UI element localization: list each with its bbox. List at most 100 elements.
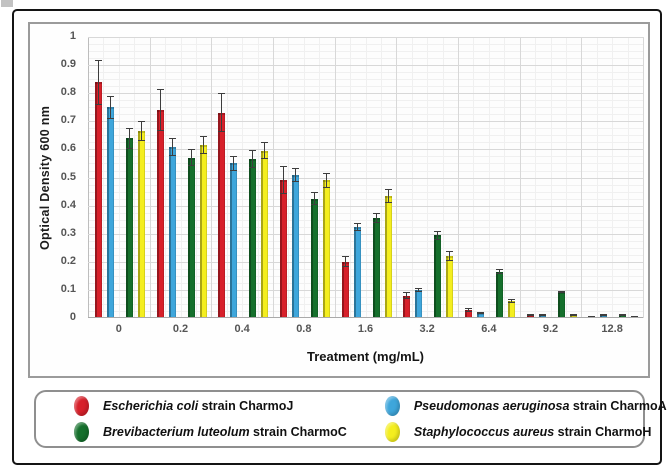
bar-3.2-series3: [446, 256, 454, 318]
bar-0-series1: [107, 107, 114, 318]
error-bar: [465, 308, 472, 312]
error-bar: [280, 166, 287, 195]
gridline-v: [226, 37, 228, 318]
bar-9.2-series3: [569, 314, 577, 318]
error-bar: [496, 269, 503, 274]
error-bar: [261, 142, 269, 160]
gridline-v: [303, 37, 305, 318]
bar-0.8-series2: [311, 198, 318, 318]
gridline-h: [88, 100, 643, 102]
gridline-v: [242, 37, 244, 318]
gridline-v: [458, 37, 459, 318]
plot-area: [88, 37, 644, 319]
error-bar: [403, 292, 411, 299]
gridline-v: [149, 37, 151, 318]
bar-9.2-series1: [538, 314, 546, 318]
x-tick-label: 1.6: [357, 323, 374, 335]
gridline-h: [88, 72, 643, 74]
y-tick-label: 0.3: [60, 226, 76, 239]
gridline-h: [88, 107, 643, 109]
bar-1.6-series3: [384, 195, 392, 318]
legend-item-series1: Pseudomonas aeruginosa strain CharmoA: [347, 396, 667, 416]
bar-0.2-series3: [199, 145, 207, 318]
bar-6.4-series0: [465, 310, 472, 318]
x-tick-label: 3.2: [419, 323, 435, 335]
gridline-v: [350, 37, 352, 318]
gridline-h: [88, 114, 643, 116]
y-tick-label: 0.8: [60, 86, 76, 99]
legend-item-series2: Brevibacterium luteolum strain CharmoC: [36, 422, 347, 442]
error-bar: [526, 313, 534, 316]
gridline-v: [535, 37, 537, 318]
error-bar: [341, 256, 349, 268]
bar-0.8-series0: [280, 180, 287, 318]
legend-marker-icon: [74, 422, 89, 442]
gridline-v: [103, 37, 105, 318]
y-axis-tick-labels: 0 0.1 0.2 0.3 0.4 0.5 0.6 0.7 0.8 0.9 1: [36, 24, 76, 324]
gridline-v: [257, 37, 259, 318]
bar-0.2-series1: [168, 146, 176, 318]
legend-label: Staphylococcus aureus strain CharmoH: [413, 425, 652, 439]
x-tick-label: 0.4: [234, 323, 250, 335]
gridline-v: [319, 37, 321, 318]
error-bar: [477, 311, 484, 314]
gridline-h: [88, 121, 643, 123]
y-tick-label: 0.4: [60, 198, 76, 211]
bar-0.4-series2: [249, 159, 257, 318]
y-tick-label: 0.7: [60, 114, 76, 127]
gridline-v: [411, 37, 413, 318]
error-bar: [107, 96, 114, 119]
x-axis-tick-labels: 0 0.2 0.4 0.8 1.6 3.2 6.4 9.2 12.8: [88, 323, 643, 339]
gridline-v: [118, 37, 120, 318]
gridline-v: [211, 37, 213, 318]
bar-12.8-series1: [600, 315, 608, 318]
bar-3.2-series1: [415, 289, 423, 318]
x-tick-label: 6.4: [481, 323, 497, 335]
error-bar: [156, 89, 164, 132]
error-bar: [126, 127, 133, 149]
figure-frame: Optical Density 600 nm 0 0.1 0.2 0.3 0.4 0.5 0…: [12, 9, 667, 465]
gridline-v: [473, 37, 475, 318]
y-tick-label: 0.5: [60, 170, 76, 183]
x-tick-label: 0.2: [172, 323, 189, 335]
error-bar: [323, 173, 330, 188]
x-tick-label: 9.2: [542, 323, 559, 335]
bar-3.2-series2: [434, 235, 442, 318]
gridline-v: [627, 37, 629, 318]
bar-0-series2: [126, 138, 133, 318]
gridline-v: [519, 37, 521, 318]
gridline-v: [380, 37, 382, 318]
gridline-h: [88, 135, 643, 137]
gridline-h: [88, 58, 643, 60]
error-bar: [557, 290, 565, 294]
gridline-v: [643, 37, 644, 318]
x-tick-label: 12.8: [601, 323, 623, 335]
legend-item-series3: Staphylococcus aureus strain CharmoH: [347, 422, 667, 442]
gridline-v: [596, 37, 598, 318]
bar-9.2-series0: [526, 314, 534, 318]
gridline-h: [88, 44, 643, 45]
bar-0-series3: [138, 131, 145, 318]
bar-6.4-series2: [496, 271, 503, 318]
bar-9.2-series2: [557, 291, 565, 318]
gridline-h: [88, 79, 643, 81]
bar-3.2-series0: [403, 295, 411, 318]
gridline-h: [88, 51, 643, 52]
gridline-v: [488, 37, 490, 318]
legend-label: Escherichia coli strain CharmoJ: [103, 399, 294, 413]
gridline-v: [442, 37, 444, 318]
gridline-v: [334, 37, 336, 318]
bar-6.4-series3: [508, 301, 515, 318]
bar-1.6-series1: [353, 226, 361, 318]
error-bar: [384, 188, 392, 203]
error-bar: [508, 298, 515, 304]
y-tick-label: 0.1: [60, 282, 76, 295]
y-tick-label: 0.9: [60, 58, 76, 71]
gridline-v: [273, 37, 274, 318]
bar-1.6-series2: [372, 218, 380, 318]
error-bar: [292, 167, 299, 182]
error-bar: [372, 213, 380, 224]
bar-0.8-series3: [323, 180, 330, 318]
error-bar: [311, 192, 318, 205]
gridline-h: [88, 86, 643, 88]
